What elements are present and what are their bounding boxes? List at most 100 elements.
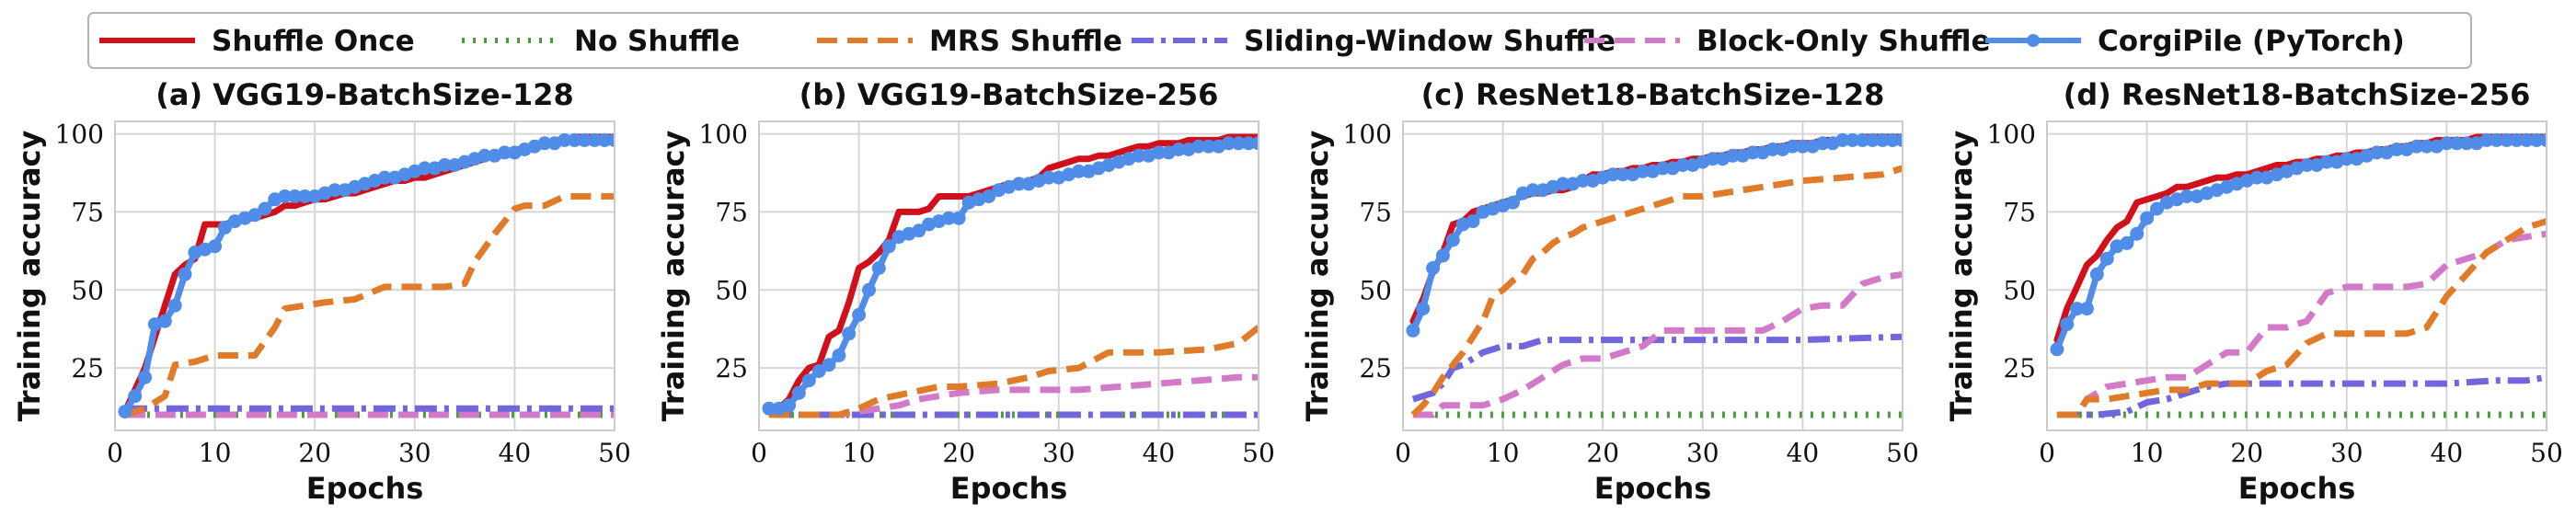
legend-label-block_only: Block-Only Shuffle bbox=[1696, 25, 1991, 58]
data-point-corgipile-pytorch bbox=[1466, 214, 1480, 229]
data-point-corgipile-pytorch bbox=[178, 267, 192, 281]
chart-title: (b) VGG19-BatchSize-256 bbox=[799, 77, 1219, 112]
plot-frame bbox=[2046, 120, 2547, 431]
x-tick-label: 20 bbox=[942, 438, 975, 468]
data-point-corgipile-pytorch bbox=[2490, 132, 2504, 147]
data-point-corgipile-pytorch bbox=[2519, 132, 2534, 147]
y-tick-label: 50 bbox=[2003, 275, 2036, 305]
data-point-corgipile-pytorch bbox=[498, 145, 512, 160]
x-tick-label: 50 bbox=[1242, 438, 1275, 468]
x-tick-label: 0 bbox=[107, 438, 123, 468]
data-point-corgipile-pytorch bbox=[2369, 145, 2384, 160]
data-point-corgipile-pytorch bbox=[2509, 132, 2524, 147]
legend-item-no_shuffle: No Shuffle bbox=[462, 25, 740, 58]
plot-frame bbox=[758, 120, 1259, 431]
x-axis-label: Epochs bbox=[2238, 471, 2356, 506]
chart-title: (d) ResNet18-BatchSize-256 bbox=[2064, 77, 2531, 112]
x-tick-label: 50 bbox=[598, 438, 631, 468]
data-point-corgipile-pytorch bbox=[791, 385, 806, 400]
x-tick-label: 40 bbox=[1787, 438, 1820, 468]
series-group bbox=[2050, 132, 2547, 418]
x-tick-label: 10 bbox=[1487, 438, 1520, 468]
data-point-corgipile-pytorch bbox=[288, 189, 302, 203]
data-point-corgipile-pytorch bbox=[568, 132, 582, 147]
data-point-corgipile-pytorch bbox=[2420, 139, 2434, 154]
series-group bbox=[762, 133, 1259, 418]
data-point-corgipile-pytorch bbox=[1506, 195, 1520, 210]
x-tick-label: 30 bbox=[1042, 438, 1075, 468]
x-axis-label: Epochs bbox=[1594, 471, 1712, 506]
data-point-corgipile-pytorch bbox=[2120, 235, 2134, 250]
data-point-corgipile-pytorch bbox=[1202, 139, 1216, 154]
chart-title: (a) VGG19-BatchSize-128 bbox=[155, 77, 574, 112]
y-tick-label: 25 bbox=[715, 353, 748, 383]
data-point-corgipile-pytorch bbox=[941, 211, 956, 225]
legend-item-block_only: Block-Only Shuffle bbox=[1584, 25, 1991, 58]
x-tick-label: 0 bbox=[2039, 438, 2055, 468]
data-point-corgipile-pytorch bbox=[1406, 323, 1420, 338]
data-point-corgipile-pytorch bbox=[1835, 132, 1850, 147]
data-point-corgipile-pytorch bbox=[118, 405, 132, 419]
data-point-corgipile-pytorch bbox=[811, 364, 826, 378]
data-point-corgipile-pytorch bbox=[2389, 143, 2404, 156]
y-tick-label: 25 bbox=[2003, 353, 2036, 383]
legend-item-sliding: Sliding-Window Shuffle bbox=[1132, 25, 1616, 58]
data-point-corgipile-pytorch bbox=[138, 370, 153, 384]
y-tick-label: 100 bbox=[699, 120, 748, 150]
data-point-corgipile-pytorch bbox=[328, 183, 342, 198]
series-line-mrs-shuffle bbox=[2056, 218, 2547, 418]
chart-panel-4: (d) ResNet18-BatchSize-256 0 10 20 30 40 50 25 5… bbox=[1944, 77, 2563, 506]
data-point-corgipile-pytorch bbox=[558, 132, 572, 147]
legend: Shuffle Once No Shuffle MRS Shuffle Sliding… bbox=[87, 12, 2472, 69]
series-line-block-only-shuffle bbox=[768, 373, 1259, 418]
data-point-corgipile-pytorch bbox=[437, 158, 452, 172]
data-point-corgipile-pytorch bbox=[801, 373, 816, 388]
legend-marker-corgipile bbox=[2027, 34, 2040, 47]
data-point-corgipile-pytorch bbox=[2459, 136, 2474, 151]
data-point-corgipile-pytorch bbox=[822, 358, 836, 372]
y-tick-label: 25 bbox=[71, 353, 104, 383]
data-point-corgipile-pytorch bbox=[167, 298, 182, 313]
x-tick-label: 30 bbox=[398, 438, 431, 468]
data-point-corgipile-pytorch bbox=[2060, 317, 2075, 332]
data-point-corgipile-pytorch bbox=[1426, 261, 1441, 275]
data-point-corgipile-pytorch bbox=[258, 201, 272, 216]
x-tick-label: 40 bbox=[1143, 438, 1176, 468]
x-tick-label: 20 bbox=[298, 438, 331, 468]
data-point-corgipile-pytorch bbox=[871, 261, 886, 275]
data-point-corgipile-pytorch bbox=[951, 211, 966, 225]
data-point-corgipile-pytorch bbox=[597, 132, 612, 147]
data-point-corgipile-pytorch bbox=[1885, 132, 1900, 147]
y-tick-label: 75 bbox=[715, 197, 748, 227]
data-point-corgipile-pytorch bbox=[2249, 170, 2264, 185]
chart-panel-3: (c) ResNet18-BatchSize-128 0 10 20 30 40 50 25 5… bbox=[1300, 77, 1919, 506]
legend-frame bbox=[87, 12, 2472, 69]
y-axis-label: Training accuracy bbox=[1944, 130, 1979, 421]
series-line-shuffle-once bbox=[765, 133, 1259, 416]
data-point-corgipile-pytorch bbox=[782, 398, 797, 413]
data-point-corgipile-pytorch bbox=[1221, 136, 1236, 151]
series-line-mrs-shuffle bbox=[1410, 165, 1903, 418]
data-point-corgipile-pytorch bbox=[2299, 158, 2314, 172]
y-axis-label: Training accuracy bbox=[656, 130, 691, 421]
chart-panel-2: (b) VGG19-BatchSize-256 0 10 20 30 40 50 25 50 75… bbox=[656, 77, 1275, 506]
legend-label-corgipile: CorgiPile (PyTorch) bbox=[2098, 25, 2405, 58]
data-point-corgipile-pytorch bbox=[881, 239, 896, 254]
x-tick-label: 10 bbox=[843, 438, 876, 468]
x-tick-label: 30 bbox=[2330, 438, 2363, 468]
data-point-corgipile-pytorch bbox=[1605, 167, 1620, 182]
legend-label-sliding: Sliding-Window Shuffle bbox=[1244, 25, 1616, 58]
data-point-corgipile-pytorch bbox=[2079, 302, 2094, 316]
data-point-corgipile-pytorch bbox=[1765, 143, 1780, 156]
x-tick-label: 50 bbox=[1886, 438, 1919, 468]
x-tick-label: 20 bbox=[1586, 438, 1619, 468]
plot-frame bbox=[1402, 120, 1903, 431]
data-point-corgipile-pytorch bbox=[1865, 132, 1880, 147]
x-tick-label: 10 bbox=[2131, 438, 2164, 468]
data-point-corgipile-pytorch bbox=[1171, 143, 1186, 156]
series-line-mrs-shuffle bbox=[768, 325, 1259, 418]
data-point-corgipile-pytorch bbox=[862, 282, 876, 297]
data-point-corgipile-pytorch bbox=[1745, 145, 1760, 160]
data-point-corgipile-pytorch bbox=[2050, 342, 2064, 357]
data-point-corgipile-pytorch bbox=[842, 326, 857, 341]
